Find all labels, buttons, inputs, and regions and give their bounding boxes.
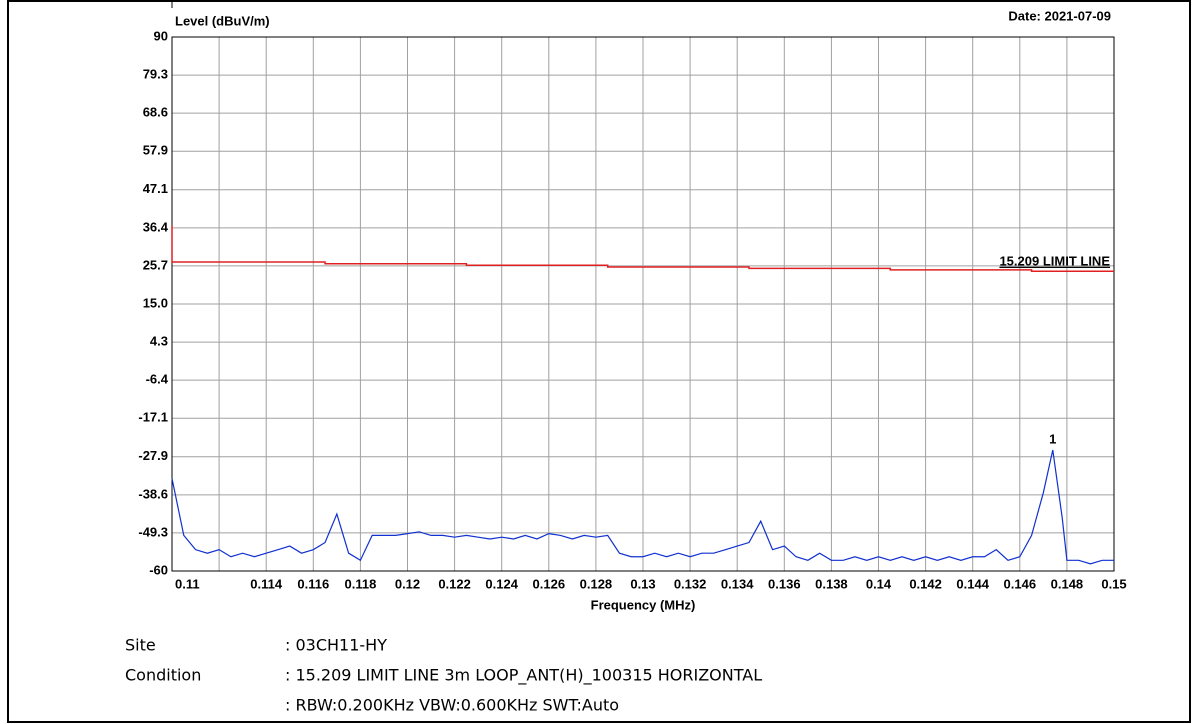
x-tick-label: 0.146 xyxy=(1004,576,1037,591)
footer-label: Condition xyxy=(125,666,201,685)
x-tick-label: 0.11 xyxy=(175,576,200,591)
x-tick-label: 0.124 xyxy=(485,576,518,591)
x-tick-label: 0.136 xyxy=(768,576,801,591)
x-axis-label: Frequency (MHz) xyxy=(591,597,696,612)
series-line xyxy=(171,225,1114,272)
y-tick-label: -17.1 xyxy=(138,410,168,425)
x-tick-label: 0.128 xyxy=(580,576,613,591)
y-tick-label: 90 xyxy=(154,28,168,43)
y-tick-label: 36.4 xyxy=(143,219,169,234)
x-tick-label: 0.15 xyxy=(1101,576,1126,591)
x-tick-label: 0.114 xyxy=(250,576,283,591)
marker-label: 1 xyxy=(1049,431,1056,446)
x-tick-label: 0.142 xyxy=(909,576,942,591)
date: Date: 2021-07-09 xyxy=(1008,8,1111,23)
plot-frame xyxy=(171,36,1115,572)
y-tick-label: 25.7 xyxy=(143,257,168,272)
y-tick-label: 15.0 xyxy=(143,295,168,310)
y-tick-label: -60 xyxy=(149,562,168,577)
footer-label: Site xyxy=(125,636,156,655)
x-tick-label: 0.12 xyxy=(395,576,420,591)
x-tick-label: 0.13 xyxy=(630,576,655,591)
y-tick-label: -27.9 xyxy=(138,448,168,463)
y-tick-label: 4.3 xyxy=(150,334,168,349)
x-tick-label: 0.126 xyxy=(533,576,566,591)
y-tick-label: 68.6 xyxy=(143,105,168,120)
x-tick-label: 0.132 xyxy=(674,576,707,591)
series-line xyxy=(171,449,1114,565)
x-tick-label: 0.118 xyxy=(344,576,376,591)
x-tick-label: 0.122 xyxy=(438,576,471,591)
y-tick-label: 57.9 xyxy=(143,143,168,158)
series-label: 15.209 LIMIT LINE xyxy=(999,254,1110,269)
y-tick-label: -6.4 xyxy=(146,372,169,387)
x-tick-label: 0.144 xyxy=(956,576,989,591)
x-tick-label: 0.148 xyxy=(1051,576,1084,591)
y-tick-label: -49.3 xyxy=(138,524,168,539)
y-tick-label: 79.3 xyxy=(143,67,168,82)
footer-value: : RBW:0.200KHz VBW:0.600KHz SWT:Auto xyxy=(285,696,619,715)
x-tick-label: 0.134 xyxy=(721,576,754,591)
footer-value: : 15.209 LIMIT LINE 3m LOOP_ANT(H)_10031… xyxy=(285,666,762,686)
outer-border xyxy=(7,0,1191,723)
y-axis-label: Level (dBuV/m) xyxy=(175,13,270,28)
y-tick-label: 47.1 xyxy=(143,181,168,196)
x-tick-label: 0.138 xyxy=(815,576,848,591)
y-tick-label: -38.6 xyxy=(138,486,168,501)
x-tick-label: 0.14 xyxy=(866,576,892,591)
x-tick-label: 0.116 xyxy=(297,576,329,591)
footer-value: : 03CH11-HY xyxy=(285,636,387,655)
